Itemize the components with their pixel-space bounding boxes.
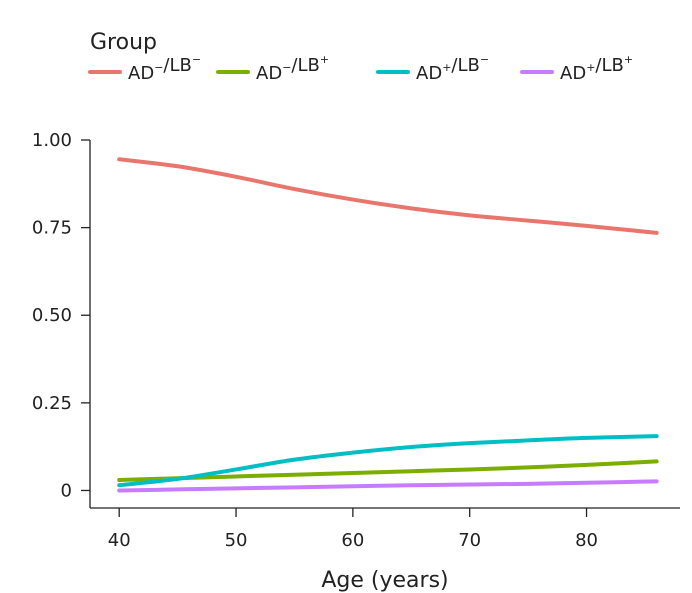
- x-tick-label: 80: [575, 530, 598, 551]
- x-axis-title: Age (years): [321, 568, 448, 593]
- y-tick-label: 0.50: [32, 305, 72, 326]
- series-line-4: [117, 479, 659, 493]
- series-line-2: [117, 459, 659, 482]
- series-line-3: [117, 434, 659, 488]
- y-tick-label: 0.25: [32, 393, 72, 414]
- y-tick-label: 0: [61, 480, 72, 501]
- x-tick-label: 60: [341, 530, 364, 551]
- x-tick-label: 50: [225, 530, 248, 551]
- legend: Group AD−/LB− AD−/LB+ AD+/LB− AD+/LB+: [88, 30, 633, 84]
- legend-label-3: AD+/LB−: [416, 53, 489, 84]
- y-tick-label: 1.00: [32, 130, 72, 151]
- series-line-1: [117, 157, 659, 235]
- legend-label-4: AD+/LB+: [560, 53, 633, 84]
- plot-area: 0 0.25 0.50 0.75 1.00 40 50 60 70 80: [32, 130, 680, 551]
- legend-title: Group: [90, 30, 157, 55]
- x-tick-label: 70: [458, 530, 481, 551]
- legend-label-2: AD−/LB+: [256, 53, 329, 84]
- y-tick-label: 0.75: [32, 218, 72, 239]
- x-tick-label: 40: [108, 530, 131, 551]
- legend-label-1: AD−/LB−: [128, 53, 201, 84]
